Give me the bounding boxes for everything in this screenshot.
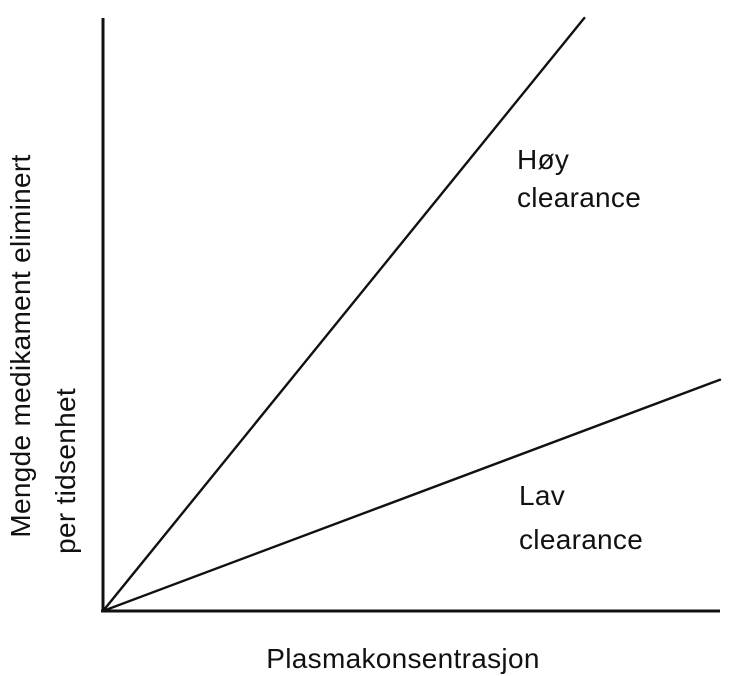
series-label-high-line-1: Høy <box>517 144 569 175</box>
series-line-low-clearance <box>101 378 722 613</box>
y-axis-title-line-1: Mengde medikament eliminert <box>5 154 36 537</box>
series-label-low-line-1: Lav <box>519 480 565 511</box>
series-label-low-line-2: clearance <box>519 524 643 555</box>
series-line-high-clearance <box>101 16 586 613</box>
x-axis-title: Plasmakonsentrasjon <box>266 643 539 674</box>
y-axis-title-line-2: per tidsenhet <box>50 388 81 554</box>
series-label-high-line-2: clearance <box>517 182 641 213</box>
plot-area <box>101 16 722 613</box>
